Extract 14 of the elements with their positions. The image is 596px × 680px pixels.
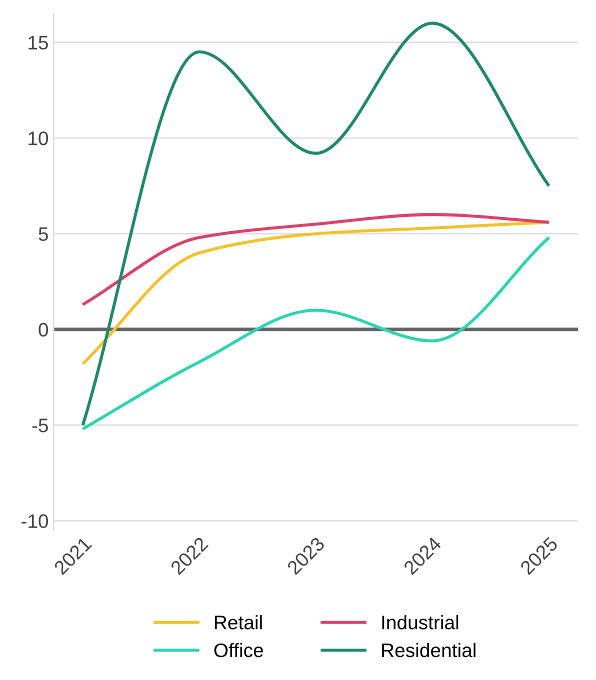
y-tick-label: 15 [28,36,48,50]
y-tick-label: 0 [38,322,48,337]
y-tick-label: 5 [38,227,48,241]
legend-label: Retail [214,615,262,630]
y-tick-label: 10 [28,131,48,146]
legend-label: Industrial [382,615,458,630]
legend-label: Residential [382,642,476,658]
y-tick-label: -10 [22,514,48,528]
y-tick-label: -5 [32,418,48,432]
line-series [81,213,551,306]
legend-label: Office [214,642,263,658]
line-series [81,220,551,366]
line-series [81,22,551,427]
line-series [81,236,551,430]
